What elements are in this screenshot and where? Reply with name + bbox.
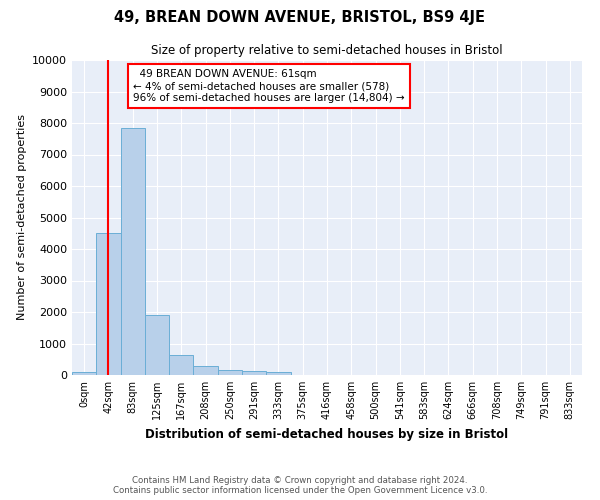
Bar <box>145 315 169 375</box>
Bar <box>242 371 266 375</box>
Bar <box>266 372 290 375</box>
Text: 49, BREAN DOWN AVENUE, BRISTOL, BS9 4JE: 49, BREAN DOWN AVENUE, BRISTOL, BS9 4JE <box>115 10 485 25</box>
Bar <box>169 354 193 375</box>
Bar <box>96 233 121 375</box>
Bar <box>218 370 242 375</box>
Y-axis label: Number of semi-detached properties: Number of semi-detached properties <box>17 114 26 320</box>
X-axis label: Distribution of semi-detached houses by size in Bristol: Distribution of semi-detached houses by … <box>145 428 509 440</box>
Title: Size of property relative to semi-detached houses in Bristol: Size of property relative to semi-detach… <box>151 44 503 58</box>
Text: Contains HM Land Registry data © Crown copyright and database right 2024.
Contai: Contains HM Land Registry data © Crown c… <box>113 476 487 495</box>
Bar <box>121 128 145 375</box>
Bar <box>193 366 218 375</box>
Bar <box>72 372 96 375</box>
Text: 49 BREAN DOWN AVENUE: 61sqm
← 4% of semi-detached houses are smaller (578)
96% o: 49 BREAN DOWN AVENUE: 61sqm ← 4% of semi… <box>133 70 405 102</box>
